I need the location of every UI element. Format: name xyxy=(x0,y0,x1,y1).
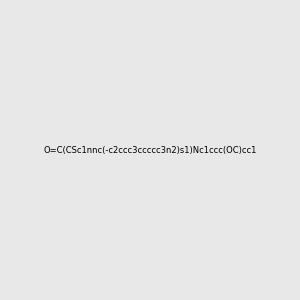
Text: O=C(CSc1nnc(-c2ccc3ccccc3n2)s1)Nc1ccc(OC)cc1: O=C(CSc1nnc(-c2ccc3ccccc3n2)s1)Nc1ccc(OC… xyxy=(43,146,257,154)
